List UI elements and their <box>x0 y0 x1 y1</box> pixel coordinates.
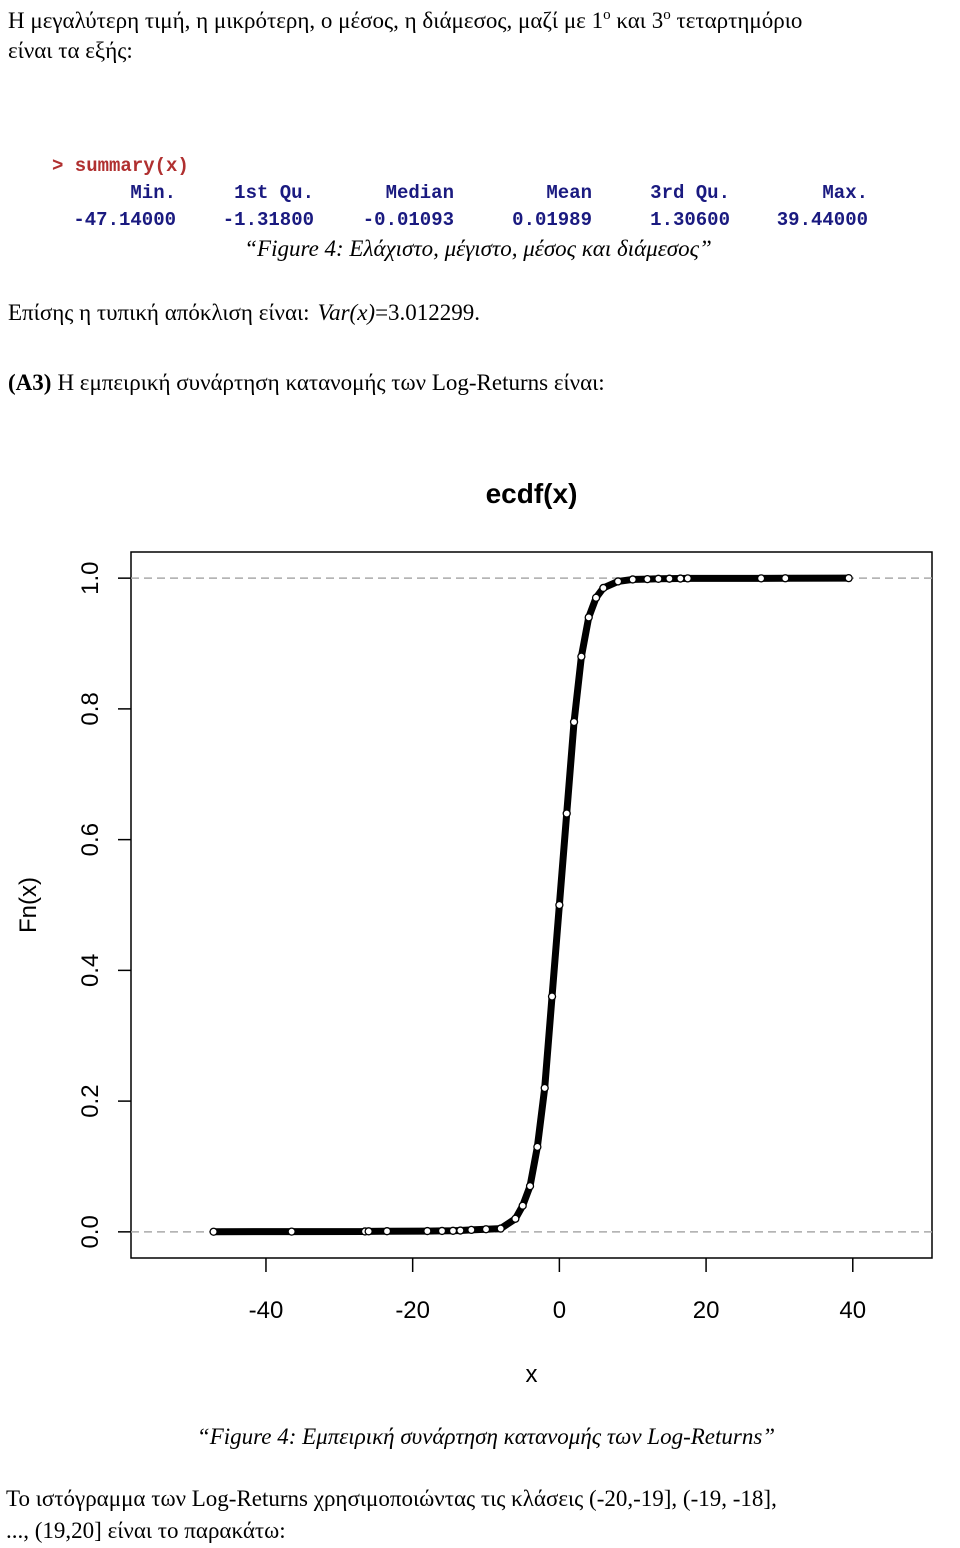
text-run: και 3 <box>611 8 664 33</box>
ecdf-point <box>665 574 674 583</box>
y-tick-label: 0.4 <box>77 954 104 987</box>
ecdf-point <box>562 809 571 818</box>
ecdf-point <box>628 575 637 584</box>
x-tick-label: 40 <box>839 1297 866 1324</box>
console-header: 3rd Qu. <box>650 182 730 204</box>
ecdf-point <box>756 574 766 583</box>
console-value: 0.01989 <box>512 209 592 231</box>
y-tick-label: 0.0 <box>77 1215 104 1248</box>
ecdf-point <box>676 574 685 583</box>
paragraph: Το ιστόγραμμα των Log-Returns χρησιμοποι… <box>6 1486 777 1511</box>
ecdf-point <box>547 992 557 1001</box>
ecdf-point <box>591 593 601 602</box>
ecdf-point <box>584 613 593 622</box>
ecdf-point <box>467 1225 476 1235</box>
console-command: > summary(x) <box>52 155 189 177</box>
paragraph: είναι τα εξής: <box>8 38 133 63</box>
formula: Var(x) <box>318 300 375 325</box>
x-tick-label: 0 <box>553 1297 566 1324</box>
text-run: Η μεγαλύτερη τιμή, η μικρότερη, ο μέσος,… <box>8 8 603 33</box>
text-run: τεταρτημόριο <box>671 8 803 33</box>
text-run: Επίσης η τυπική απόκλιση είναι: <box>8 300 310 325</box>
ecdf-point <box>599 583 608 593</box>
caption: “Figure 4: Εμπειρική συνάρτηση κατανομής… <box>197 1424 775 1449</box>
y-tick-label: 0.2 <box>77 1084 104 1117</box>
ecdf-point <box>540 1083 549 1093</box>
ecdf-point <box>781 574 790 583</box>
chart-title: ecdf(x) <box>486 478 578 509</box>
ecdf-point <box>577 652 586 661</box>
ecdf-point <box>382 1227 392 1236</box>
y-tick-label: 1.0 <box>77 561 104 594</box>
ecdf-point <box>555 900 564 910</box>
ecdf-point <box>456 1226 465 1235</box>
y-tick-label: 0.6 <box>77 823 104 856</box>
console-value: 1.30600 <box>650 209 730 231</box>
superscript: ο <box>603 7 611 23</box>
y-axis-label: Fn(x) <box>15 877 42 933</box>
y-tick-label: 0.8 <box>77 692 104 725</box>
console-header: 1st Qu. <box>234 182 314 204</box>
ecdf-point <box>613 577 623 586</box>
ecdf-point <box>533 1142 542 1152</box>
x-tick-label: -20 <box>395 1297 430 1324</box>
console-header: Mean <box>546 182 592 204</box>
console-header: Min. <box>130 182 176 204</box>
console-value: -47.14000 <box>73 209 176 231</box>
ecdf-line <box>213 574 849 1236</box>
x-tick-label: 20 <box>693 1297 720 1324</box>
ecdf-point <box>643 574 652 584</box>
console-bg <box>48 150 872 232</box>
ecdf-point <box>437 1226 447 1236</box>
ecdf-point <box>569 717 579 727</box>
superscript: ο <box>663 7 671 23</box>
x-axis-label: x <box>526 1361 538 1388</box>
console-header: Max. <box>822 182 868 204</box>
ecdf-point <box>287 1227 296 1236</box>
paragraph: ..., (19,20] είναι το παρακάτω: <box>6 1518 286 1543</box>
console-header: Median <box>386 182 454 204</box>
paragraph: Επίσης η τυπική απόκλιση είναι: Var(x)=3.… <box>8 300 480 325</box>
caption: “Figure 4: Ελάχιστο, μέγιστο, μέσος και … <box>244 236 712 261</box>
ecdf-point <box>364 1227 373 1236</box>
ecdf-point <box>844 573 853 583</box>
ecdf-point <box>209 1227 218 1236</box>
ecdf-point <box>683 574 692 583</box>
ecdf-point <box>525 1181 535 1191</box>
console-value: 39.44000 <box>777 209 868 231</box>
ecdf-point <box>423 1226 432 1236</box>
text-run: =3.012299. <box>375 300 480 325</box>
x-tick-label: -40 <box>249 1297 284 1324</box>
paragraph: Η μεγαλύτερη τιμή, η μικρότερη, ο μέσος,… <box>8 7 802 33</box>
console-value: -1.31800 <box>223 209 314 231</box>
ecdf-point <box>448 1226 458 1235</box>
ecdf-point <box>481 1225 491 1234</box>
plot-frame <box>130 551 933 1259</box>
section-label: (A3) <box>8 370 51 395</box>
ecdf-point <box>654 574 663 583</box>
paragraph: (A3) Η εμπειρική συνάρτηση κατανομής των … <box>8 370 605 395</box>
console-value: -0.01093 <box>363 209 454 231</box>
ecdf-point <box>511 1214 520 1223</box>
ecdf-point <box>518 1201 527 1210</box>
ecdf-point <box>496 1224 505 1233</box>
text-run: Η εμπειρική συνάρτηση κατανομής των Log-… <box>57 370 604 395</box>
